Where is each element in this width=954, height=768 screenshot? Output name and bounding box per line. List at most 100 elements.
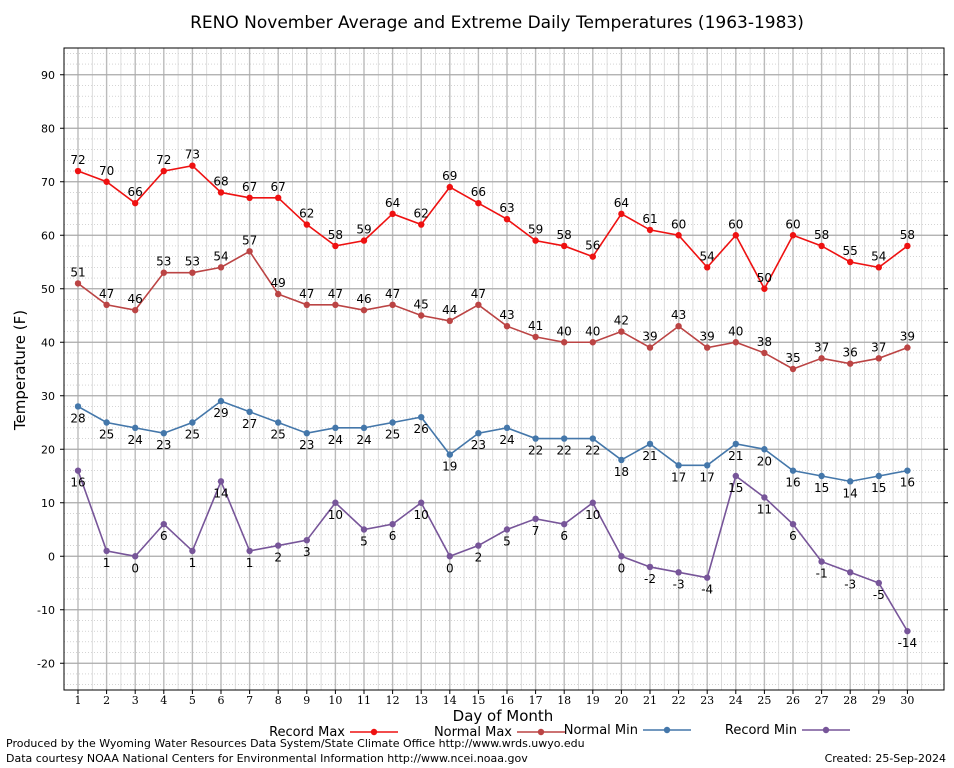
- data-label: 47: [99, 287, 114, 301]
- x-tick-label: 5: [189, 694, 196, 707]
- data-label: 14: [843, 486, 858, 500]
- data-label: 6: [160, 529, 168, 543]
- data-point: [904, 467, 911, 474]
- data-point: [303, 221, 310, 228]
- data-point: [275, 419, 282, 426]
- data-point: [275, 194, 282, 201]
- x-tick-label: 12: [386, 694, 400, 707]
- data-point: [675, 462, 682, 469]
- x-tick-label: 25: [757, 694, 771, 707]
- data-label: 40: [728, 324, 743, 338]
- data-label: 28: [70, 411, 85, 425]
- data-point: [875, 355, 882, 362]
- x-tick-label: 30: [900, 694, 914, 707]
- legend-swatch-marker: [822, 726, 830, 734]
- data-label: 36: [843, 346, 858, 360]
- data-label: 16: [70, 476, 85, 490]
- data-label: 6: [789, 529, 797, 543]
- plot-frame: [63, 47, 945, 691]
- data-label: 40: [557, 324, 572, 338]
- series-normal-min: 28 25 24 23 25 29 27 25 23 24 24 25 26 19 23 24 22 22 22 18…: [70, 397, 915, 500]
- data-label: 46: [128, 292, 143, 306]
- data-label: 58: [814, 228, 829, 242]
- data-label: -4: [701, 583, 713, 597]
- data-point: [217, 478, 225, 485]
- data-label: 55: [843, 244, 858, 258]
- data-point: [103, 178, 110, 185]
- data-point: [618, 456, 625, 464]
- data-point: [532, 435, 539, 442]
- data-point: [389, 210, 396, 218]
- y-tick-label: 10: [41, 497, 55, 510]
- data-label: 60: [671, 217, 686, 231]
- data-point: [446, 317, 453, 325]
- data-point: [246, 408, 253, 415]
- data-label: 62: [414, 207, 429, 221]
- data-point: [160, 520, 167, 528]
- data-label: 54: [700, 249, 715, 263]
- data-point: [74, 467, 82, 474]
- data-label: 10: [414, 508, 429, 522]
- data-point: [103, 547, 110, 555]
- data-label: 1: [103, 556, 111, 570]
- x-tick-label: 1: [75, 694, 82, 707]
- data-label: 39: [900, 330, 915, 344]
- data-label: -14: [898, 636, 918, 650]
- data-label: 16: [785, 476, 800, 490]
- data-label: 10: [585, 508, 600, 522]
- data-point: [74, 280, 82, 287]
- data-point: [675, 232, 682, 239]
- legend-label: Record Max: [269, 725, 345, 740]
- data-point: [303, 430, 310, 437]
- data-label: 51: [70, 265, 85, 279]
- data-point: [160, 269, 167, 276]
- data-label: 53: [156, 255, 171, 269]
- data-point: [589, 499, 596, 506]
- series-line: [77, 250, 908, 370]
- data-point: [761, 285, 768, 292]
- x-tick-label: 4: [160, 694, 167, 707]
- data-point: [646, 563, 654, 571]
- data-point: [189, 162, 196, 169]
- data-label: 68: [213, 174, 228, 188]
- data-label: 6: [560, 529, 568, 543]
- data-label: 17: [700, 470, 715, 484]
- data-point: [818, 242, 825, 250]
- data-label: 66: [471, 185, 486, 199]
- x-tick-label: 29: [872, 694, 886, 707]
- data-label: 41: [528, 319, 543, 333]
- data-point: [532, 333, 539, 341]
- data-label: 49: [271, 276, 286, 290]
- data-label: 73: [185, 148, 200, 162]
- x-axis-label: Day of Month: [453, 707, 554, 725]
- x-tick-label: 22: [672, 694, 686, 707]
- data-point: [875, 264, 882, 271]
- data-label: 21: [728, 449, 743, 463]
- data-point: [389, 520, 396, 528]
- data-label: 2: [475, 551, 483, 565]
- x-tick-label: 26: [786, 694, 800, 707]
- data-label: 47: [328, 287, 343, 301]
- data-label: 24: [499, 433, 514, 447]
- data-label: 60: [785, 217, 800, 231]
- data-point: [646, 440, 654, 448]
- data-point: [904, 627, 911, 635]
- data-label: 25: [99, 428, 114, 442]
- data-label: 67: [271, 180, 286, 194]
- data-point: [360, 306, 368, 314]
- y-tick-label: 30: [41, 390, 55, 403]
- data-label: 53: [185, 255, 200, 269]
- legend-label: Normal Max: [434, 725, 512, 740]
- data-point: [789, 467, 797, 474]
- data-label: 21: [642, 449, 657, 463]
- data-point: [818, 558, 825, 565]
- y-tick-label: 70: [41, 176, 55, 189]
- series-record-max: 72 70 66 72 73 68 67 67 62 58 59 64 62 69 66 63 59 58 56 64…: [70, 148, 915, 292]
- data-label: 64: [385, 196, 400, 210]
- x-tick-label: 10: [328, 694, 342, 707]
- data-point: [332, 499, 339, 506]
- data-point: [561, 520, 568, 528]
- data-point: [160, 430, 167, 437]
- data-label: 1: [246, 556, 254, 570]
- data-point: [217, 397, 225, 405]
